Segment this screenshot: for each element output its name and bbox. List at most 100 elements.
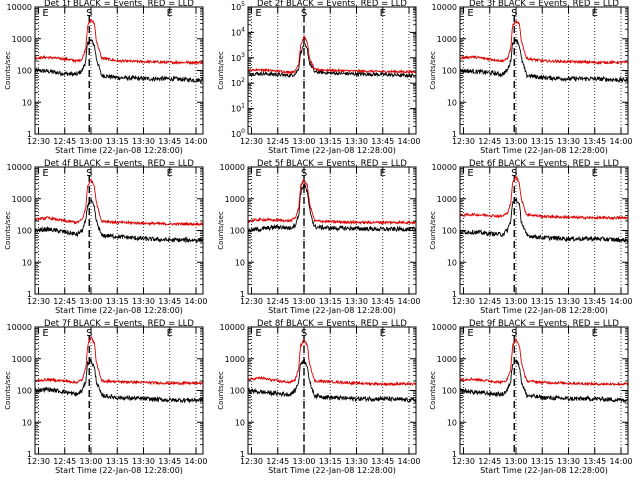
x-tick-label: 13:00: [79, 297, 102, 306]
x-tick-label: 13:45: [583, 297, 606, 306]
x-tick-label: 13:00: [292, 297, 315, 306]
x-tick-label: 13:15: [106, 297, 129, 306]
lld-series-line: [34, 335, 204, 386]
plot-frame: [459, 166, 629, 295]
x-tick-label: 13:45: [583, 137, 606, 146]
lld-series-line: [459, 337, 629, 387]
y-tick-label: 1000: [437, 355, 457, 364]
y-tick-label: 10: [447, 418, 457, 427]
lld-series-line: [34, 18, 204, 66]
y-tick-label: 100: [231, 128, 245, 139]
interval-marker-s: S: [301, 8, 307, 19]
x-tick-label: 14:00: [397, 457, 420, 466]
lld-series-line: [459, 176, 629, 221]
y-tick-label: 10000: [432, 3, 457, 12]
events-series-line: [34, 357, 204, 404]
y-tick-label: 10: [235, 418, 245, 427]
y-tick-label: 100: [442, 67, 457, 76]
x-tick-label: 13:15: [319, 297, 342, 306]
y-tick-label: 10: [22, 418, 32, 427]
events-series-line: [459, 197, 629, 243]
x-tick-label: 13:15: [106, 137, 129, 146]
interval-marker-e: E: [592, 168, 598, 179]
panel-title: Det 7f BLACK = Events, RED = LLD: [44, 319, 194, 329]
x-tick-label: 12:30: [240, 137, 263, 146]
y-tick-label: 100: [17, 387, 32, 396]
y-tick-label: 1: [27, 130, 32, 139]
x-tick-label: 14:00: [397, 137, 420, 146]
y-tick-label: 10: [22, 98, 32, 107]
x-tick-label: 14:00: [609, 297, 632, 306]
y-tick-label: 100: [17, 227, 32, 236]
x-tick-label: 12:45: [266, 457, 289, 466]
x-axis-label: Start Time (22-Jan-08 12:28:00): [268, 466, 396, 475]
x-tick-label: 13:15: [319, 457, 342, 466]
events-series-line: [34, 38, 204, 84]
panel-title: Det 6f BLACK = Events, RED = LLD: [469, 159, 619, 169]
x-tick-label: 14:00: [184, 297, 207, 306]
x-tick-label: 12:30: [452, 137, 475, 146]
y-tick-label: 10: [22, 258, 32, 267]
plot-frame: [459, 6, 629, 135]
interval-marker-e: E: [167, 328, 173, 339]
y-tick-label: 10000: [7, 163, 32, 172]
x-tick-label: 13:45: [158, 297, 181, 306]
x-tick-label: 12:30: [27, 297, 50, 306]
x-tick-label: 13:15: [106, 457, 129, 466]
lld-series-line: [34, 177, 204, 227]
y-tick-label: 1: [452, 290, 457, 299]
y-tick-label: 1000: [12, 195, 32, 204]
x-tick-label: 14:00: [609, 137, 632, 146]
plot-frame: [247, 166, 417, 295]
y-tick-label: 105: [231, 1, 245, 12]
x-axis-label: Start Time (22-Jan-08 12:28:00): [268, 306, 396, 315]
y-tick-label: 1: [27, 290, 32, 299]
x-tick-label: 13:00: [292, 137, 315, 146]
x-tick-label: 13:45: [158, 137, 181, 146]
y-axis-label: Counts/sec: [4, 51, 12, 90]
interval-marker-e: E: [42, 168, 48, 179]
plot-frame: [459, 326, 629, 455]
events-series-line: [459, 38, 629, 83]
x-tick-label: 13:30: [345, 457, 368, 466]
interval-marker-e: E: [592, 8, 598, 19]
events-series-line: [248, 42, 417, 79]
plot-frame: [34, 6, 204, 135]
y-tick-label: 10000: [432, 163, 457, 172]
x-tick-label: 13:30: [132, 297, 155, 306]
plot-frame: [247, 326, 417, 455]
y-tick-label: 1000: [225, 195, 245, 204]
y-tick-label: 100: [17, 67, 32, 76]
x-tick-label: 13:30: [132, 137, 155, 146]
panel-title: Det 4f BLACK = Events, RED = LLD: [44, 159, 194, 169]
y-tick-label: 100: [442, 227, 457, 236]
x-tick-label: 13:00: [504, 297, 527, 306]
panel-title: Det 1f BLACK = Events, RED = LLD: [44, 0, 194, 9]
x-tick-label: 12:30: [27, 137, 50, 146]
x-tick-label: 13:15: [531, 297, 554, 306]
y-tick-label: 1: [240, 450, 245, 459]
x-tick-label: 12:45: [53, 137, 76, 146]
x-tick-label: 12:30: [240, 457, 263, 466]
interval-marker-s: S: [511, 168, 517, 179]
plot-frame: [34, 326, 204, 455]
x-tick-label: 14:00: [184, 457, 207, 466]
x-tick-label: 13:00: [504, 457, 527, 466]
lld-series-line: [247, 35, 417, 75]
x-axis-label: Start Time (22-Jan-08 12:28:00): [55, 146, 183, 155]
x-tick-label: 13:45: [371, 457, 394, 466]
x-tick-label: 13:30: [557, 137, 580, 146]
y-tick-label: 1000: [12, 35, 32, 44]
x-axis-label: Start Time (22-Jan-08 12:28:00): [55, 306, 183, 315]
x-tick-label: 13:45: [158, 457, 181, 466]
y-axis-label: Counts/sec: [217, 51, 225, 90]
x-tick-label: 13:15: [531, 457, 554, 466]
x-tick-label: 14:00: [184, 137, 207, 146]
lld-series-line: [248, 339, 416, 387]
